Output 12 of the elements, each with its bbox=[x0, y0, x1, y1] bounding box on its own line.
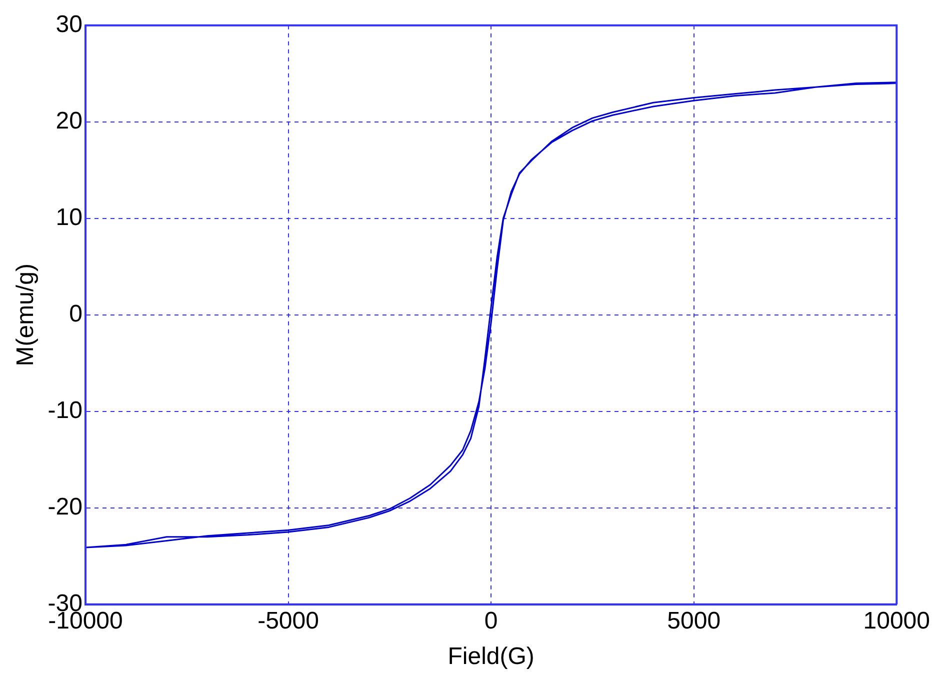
x-tick-label: -5000 bbox=[258, 607, 319, 634]
y-tick-label: -10 bbox=[48, 397, 82, 424]
x-tick-label: 10000 bbox=[863, 607, 930, 634]
x-tick-label: 5000 bbox=[667, 607, 721, 634]
y-tick-label: -20 bbox=[48, 494, 82, 521]
x-axis-title: Field(G) bbox=[448, 643, 534, 670]
x-tick-label: 0 bbox=[484, 607, 498, 634]
y-tick-label: 0 bbox=[69, 300, 82, 328]
y-axis-title: M(emu/g) bbox=[12, 264, 40, 366]
y-tick-label: 30 bbox=[56, 11, 82, 38]
y-tick-label: 20 bbox=[56, 108, 82, 135]
y-tick-label: 10 bbox=[56, 204, 82, 232]
